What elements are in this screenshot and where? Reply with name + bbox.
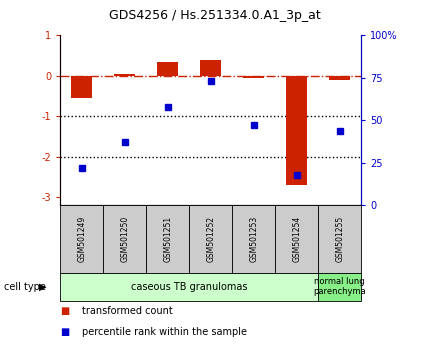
Text: GDS4256 / Hs.251334.0.A1_3p_at: GDS4256 / Hs.251334.0.A1_3p_at (109, 9, 321, 22)
Text: transformed count: transformed count (82, 306, 172, 316)
Text: GSM501252: GSM501252 (206, 216, 215, 262)
Bar (286, 76, 307, 185)
Text: normal lung
parenchyma: normal lung parenchyma (313, 277, 366, 296)
Text: GSM501254: GSM501254 (292, 216, 301, 262)
Bar (71, 76, 92, 98)
Text: GSM501251: GSM501251 (163, 216, 172, 262)
Text: caseous TB granulomas: caseous TB granulomas (131, 282, 247, 292)
Bar (200, 60, 221, 76)
Text: ■: ■ (60, 327, 70, 337)
Text: GSM501255: GSM501255 (335, 216, 344, 262)
Text: ▶: ▶ (39, 282, 47, 292)
Text: ■: ■ (60, 306, 70, 316)
Text: cell type: cell type (4, 282, 46, 292)
Bar (114, 74, 135, 76)
Text: GSM501249: GSM501249 (77, 216, 86, 262)
Bar (243, 76, 264, 78)
Text: percentile rank within the sample: percentile rank within the sample (82, 327, 247, 337)
Text: GSM501253: GSM501253 (249, 216, 258, 262)
Text: GSM501250: GSM501250 (120, 216, 129, 262)
Bar (157, 62, 178, 76)
Bar (329, 76, 350, 80)
